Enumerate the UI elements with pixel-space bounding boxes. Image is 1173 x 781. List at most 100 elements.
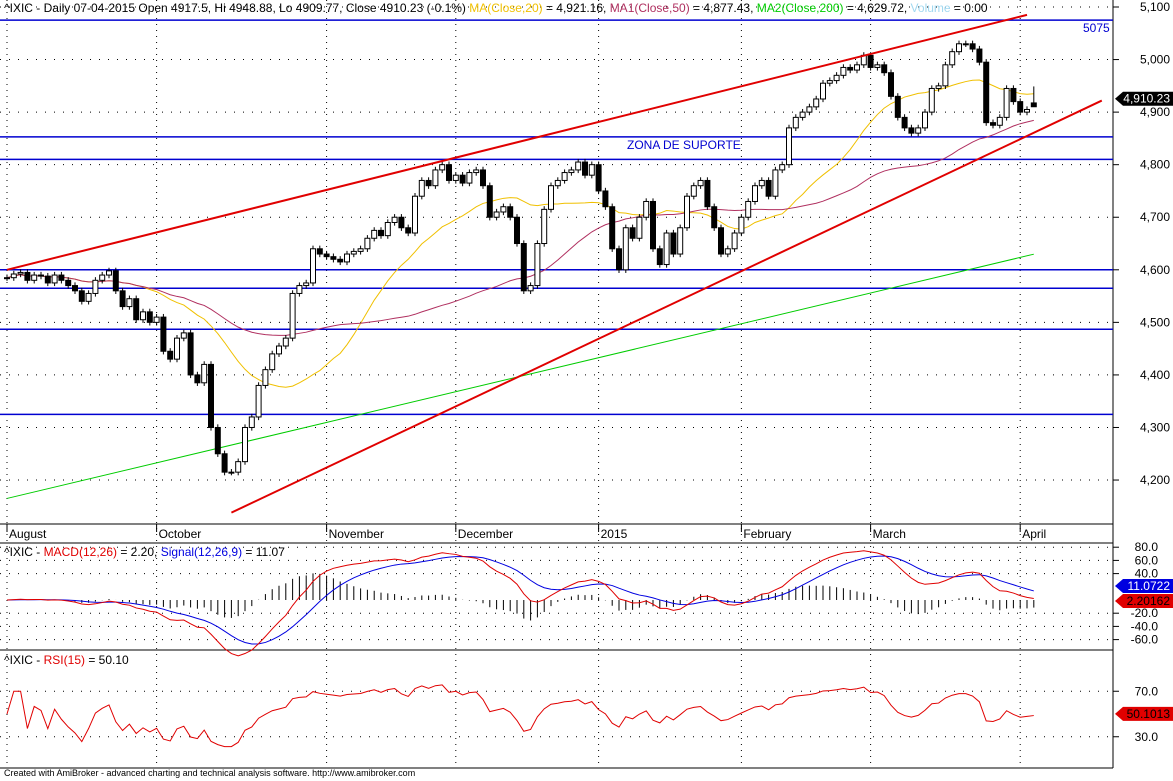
candle-body (881, 64, 888, 74)
volume-name: Volume (910, 1, 951, 15)
candle-body (894, 95, 901, 118)
candle-body (840, 66, 847, 76)
candle-body (670, 232, 677, 255)
price-legend: ^IXIC - Daily 07-04-2015 Open 4917.5, Hi… (4, 1, 988, 15)
candle-body (956, 43, 962, 53)
candle-body (616, 248, 622, 271)
candle-body (276, 345, 282, 355)
rsi-tick-label: 70.0 (1135, 684, 1159, 698)
candle-body (752, 185, 758, 202)
candle-body (282, 337, 289, 347)
candle-body (289, 292, 296, 339)
candle-body (949, 51, 956, 66)
candle-body (459, 174, 466, 184)
month-label: February (743, 527, 791, 541)
month-label: 2015 (601, 527, 628, 541)
ma50-name: MA1(Close,50) (609, 1, 690, 15)
candle-body (928, 87, 935, 113)
candle-body (595, 164, 602, 192)
price-tick-label: 4,600 (1140, 263, 1170, 277)
candle-body (656, 248, 663, 266)
candle-body (636, 216, 643, 239)
candle-body (541, 208, 548, 245)
candle-body (439, 164, 446, 171)
candle-body (412, 195, 418, 234)
candle-body (167, 350, 174, 360)
candle-body (758, 179, 765, 187)
candle-body (337, 258, 344, 263)
candle-body (446, 164, 452, 181)
candle-body (867, 54, 874, 68)
candle-body (684, 195, 690, 229)
candle-body (187, 332, 194, 376)
candle-body (772, 169, 779, 197)
month-label: August (9, 527, 47, 541)
candle-body (1017, 101, 1024, 113)
candle-body (718, 227, 724, 255)
candle-body (507, 206, 514, 218)
candle-body (847, 66, 854, 71)
rsi-line (6, 684, 1034, 748)
price-tick-label: 5,000 (1140, 53, 1170, 67)
candle-body (609, 206, 616, 250)
candle-body (568, 169, 575, 174)
candle-body (133, 298, 140, 321)
candle-body (310, 248, 316, 284)
candle-body (269, 353, 276, 371)
macd-value: = 2.20, (117, 545, 161, 559)
candle-body (201, 363, 208, 384)
candle-body (799, 111, 806, 118)
candle-body (622, 227, 629, 271)
candle-body (4, 277, 10, 280)
candle-body (588, 164, 595, 176)
candle-body (262, 369, 269, 386)
rsi-badge-text: 50.1013 (1127, 707, 1171, 721)
candle-body (112, 270, 119, 292)
candle-body (602, 190, 609, 208)
candle-body (316, 248, 323, 255)
candle-body (10, 273, 17, 279)
signal-name: Signal(12,26,9) (160, 545, 243, 559)
candle-body (418, 179, 425, 197)
macd-badge-text: 2.20162 (1127, 594, 1171, 608)
candle-body (425, 179, 432, 187)
candle-body (996, 116, 1003, 126)
candle-body (140, 311, 146, 321)
candle-body (888, 72, 894, 97)
candle-body (480, 169, 486, 187)
candle-body (901, 116, 908, 129)
candle-body (65, 279, 72, 287)
price-tick-label: 4,700 (1140, 210, 1170, 224)
candle-body (58, 274, 65, 281)
signal-line (6, 555, 1034, 645)
candle-body (221, 453, 228, 473)
candle-body (745, 200, 752, 218)
support-zone-label: ZONA DE SUPORTE (627, 138, 741, 152)
ma50-value: = 4,877.43, (689, 1, 757, 15)
candle-body (78, 290, 85, 302)
candle-body (330, 256, 337, 260)
ma20-name: MA(Close,20) (469, 1, 543, 15)
ma20-line (6, 79, 1034, 388)
candle-body (813, 98, 820, 108)
macd-tick-label: 60.0 (1135, 553, 1159, 567)
candle-body (806, 106, 813, 113)
candle-body (92, 279, 99, 294)
candle-body (357, 248, 364, 252)
candle-body (935, 85, 942, 89)
candle-body (629, 227, 636, 239)
price-tick-label: 4,900 (1140, 105, 1170, 119)
candle-body (697, 179, 704, 187)
candle-body (711, 206, 718, 229)
candle-body (826, 80, 833, 84)
candle-body (194, 374, 201, 384)
candle-body (31, 274, 38, 281)
rsi-badge (1115, 706, 1173, 721)
candle-body (915, 127, 922, 134)
candle-body (650, 200, 656, 250)
macd-badge (1115, 594, 1173, 608)
ohlc-text: ^IXIC - Daily 07-04-2015 Open 4917.5, Hi… (4, 1, 466, 15)
candle-body (452, 174, 459, 181)
